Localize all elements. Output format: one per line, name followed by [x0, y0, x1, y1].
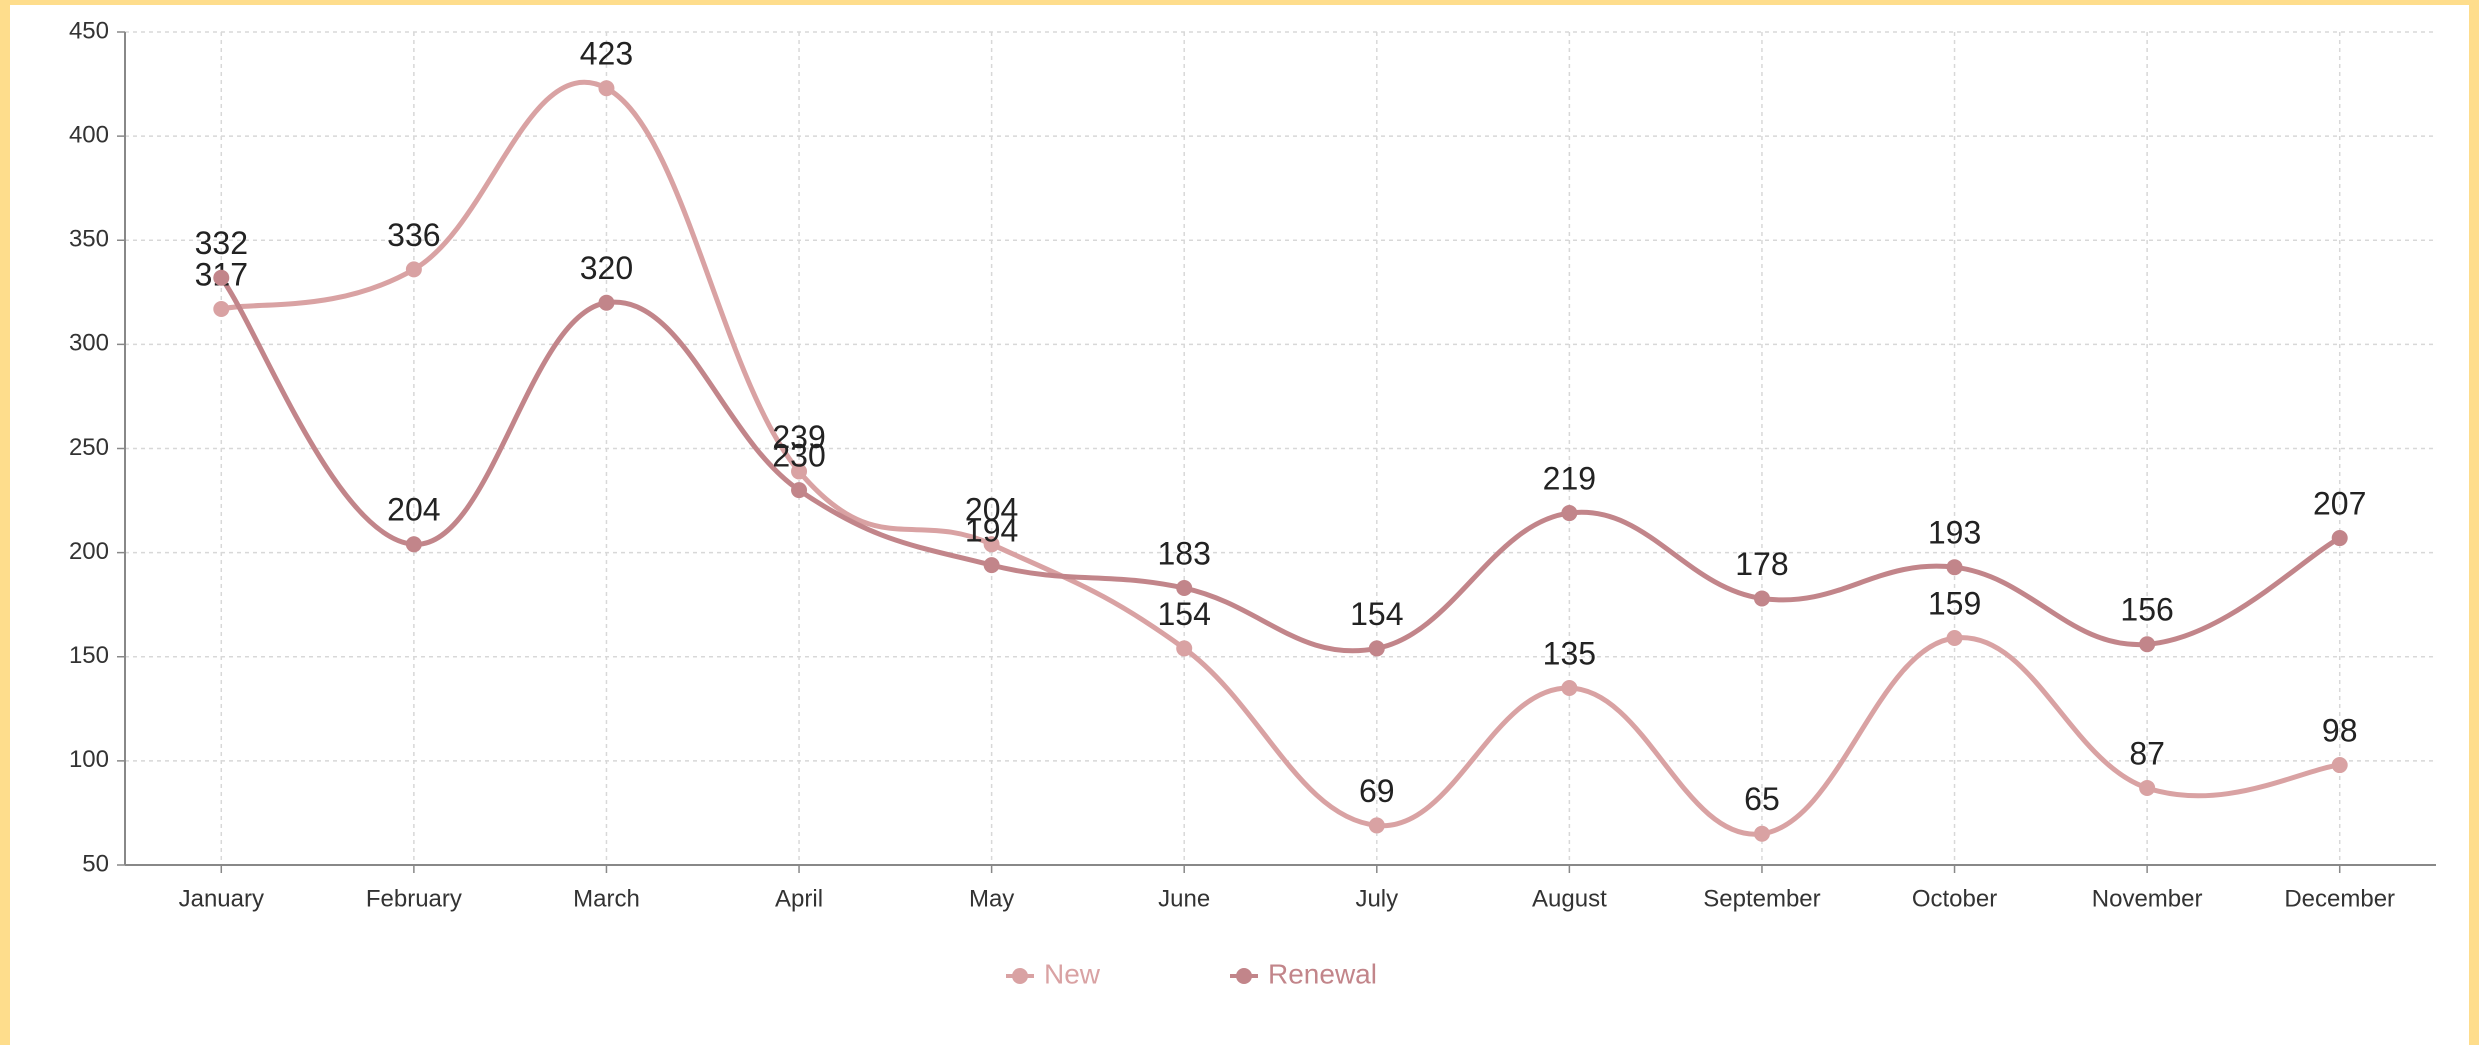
legend-label: Renewal [1268, 958, 1377, 989]
y-tick-label: 400 [69, 121, 109, 148]
data-label: 98 [2322, 712, 2358, 748]
line [219, 276, 2341, 654]
point [405, 536, 422, 553]
x-tick-label: October [1912, 885, 1997, 912]
x-tick-label: June [1158, 885, 1210, 912]
x-tick-label: May [969, 885, 1014, 912]
data-label: 230 [772, 438, 825, 474]
point [1946, 559, 1963, 576]
point [2331, 757, 2348, 774]
point [213, 269, 230, 286]
data-label: 239 [772, 419, 825, 455]
y-tick-label: 250 [69, 434, 109, 461]
x-tick-label: February [366, 885, 462, 912]
data-label: 336 [387, 217, 440, 253]
data-label: 159 [1928, 585, 1981, 621]
point [1753, 590, 1770, 607]
x-tick-label: July [1355, 885, 1398, 912]
y-tick-label: 350 [69, 226, 109, 253]
point [2139, 779, 2156, 796]
point [213, 300, 230, 317]
point [791, 482, 808, 499]
x-tick-label: April [775, 885, 823, 912]
data-label: 194 [965, 513, 1018, 549]
point [1946, 630, 1963, 647]
x-tick-label: September [1703, 885, 1820, 912]
point [1368, 817, 1385, 834]
data-label: 204 [965, 492, 1018, 528]
y-tick-label: 100 [69, 746, 109, 773]
data-label: 193 [1928, 515, 1981, 551]
point [598, 80, 615, 97]
data-label: 423 [580, 36, 633, 72]
data-label: 65 [1744, 781, 1780, 817]
data-label: 207 [2313, 486, 2366, 522]
x-tick-label: November [2092, 885, 2203, 912]
point [791, 463, 808, 480]
point [1368, 640, 1385, 657]
data-label: 332 [195, 225, 248, 261]
y-tick-label: 50 [82, 850, 109, 877]
point [1176, 640, 1193, 657]
data-label: 156 [2120, 592, 2173, 628]
data-label: 154 [1350, 596, 1403, 632]
point [1753, 825, 1770, 842]
x-tick-label: August [1532, 885, 1607, 912]
data-label: 178 [1735, 546, 1788, 582]
y-tick-label: 200 [69, 538, 109, 565]
point [598, 294, 615, 311]
legend-label: New [1044, 958, 1101, 989]
legend-marker [1236, 968, 1252, 984]
point [2331, 530, 2348, 547]
point [983, 536, 1000, 553]
y-tick-label: 300 [69, 330, 109, 357]
point [2139, 636, 2156, 653]
point [1176, 580, 1193, 597]
point [1561, 679, 1578, 696]
data-label: 69 [1359, 773, 1395, 809]
point [1561, 505, 1578, 522]
legend-marker [1012, 968, 1028, 984]
point [983, 557, 1000, 574]
x-tick-label: March [573, 885, 640, 912]
point [405, 261, 422, 278]
x-tick-label: December [2284, 885, 2395, 912]
data-label: 204 [387, 492, 440, 528]
line [220, 79, 2341, 837]
x-tick-label: January [179, 885, 264, 912]
data-label: 154 [1158, 596, 1211, 632]
data-label: 135 [1543, 635, 1596, 671]
data-label: 87 [2129, 735, 2165, 771]
data-label: 219 [1543, 461, 1596, 497]
y-tick-label: 450 [69, 17, 109, 44]
data-label: 320 [580, 250, 633, 286]
y-tick-label: 150 [69, 642, 109, 669]
data-label: 183 [1158, 535, 1211, 571]
